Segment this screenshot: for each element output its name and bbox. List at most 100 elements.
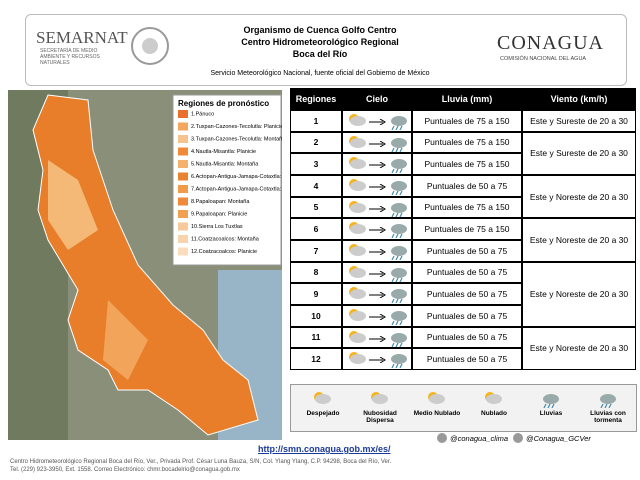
rain xyxy=(395,277,399,282)
region-cell: 4 xyxy=(291,176,341,196)
rain xyxy=(399,299,403,304)
arrow-head xyxy=(369,140,386,147)
cloud xyxy=(391,354,407,365)
rain xyxy=(395,299,399,304)
sky-icon xyxy=(349,287,366,300)
cloud xyxy=(350,202,366,213)
sky-cell xyxy=(343,262,411,283)
arrow-head xyxy=(369,335,386,342)
rain-cell: Puntuales de 75 a 150 xyxy=(413,132,521,153)
rain xyxy=(391,212,395,217)
rain xyxy=(395,212,399,217)
rain xyxy=(395,147,399,152)
legend-label: 10.Sierra Los Tuxtlas xyxy=(191,224,243,230)
subtitle: Servicio Meteorológico Nacional, fuente … xyxy=(210,70,430,77)
legend-swatch xyxy=(178,210,188,218)
rain xyxy=(543,403,547,408)
sky-icon xyxy=(391,246,407,260)
sky-legend-label: Nublado xyxy=(481,410,507,417)
rain xyxy=(391,125,395,130)
rain xyxy=(399,342,403,347)
arrow xyxy=(369,227,386,234)
legend-label: 7.Actopan-Antigua-Jamapa-Cotaxtla: Plani… xyxy=(191,186,282,192)
rain xyxy=(399,212,403,217)
rain xyxy=(551,403,555,408)
rain-cell: Puntuales de 75 a 150 xyxy=(413,197,521,218)
region-cell: 9 xyxy=(291,284,341,304)
sky-icon xyxy=(349,330,366,343)
legend-label: 8.Papaloapan: Montaña xyxy=(191,199,250,205)
legend-swatch xyxy=(178,122,188,131)
region-cell: 7 xyxy=(291,241,341,261)
sky-icon xyxy=(349,114,366,126)
cloud xyxy=(391,159,407,170)
rain xyxy=(395,342,399,347)
sky-icon xyxy=(391,137,407,152)
rain xyxy=(395,125,399,130)
arrow-head xyxy=(369,119,386,125)
sky-icon xyxy=(349,179,366,191)
region-cell: 11 xyxy=(291,327,341,348)
rain xyxy=(391,255,395,260)
sky-icon xyxy=(371,392,388,404)
cloud xyxy=(391,246,407,256)
rain-cell: Puntuales de 50 a 75 xyxy=(413,306,521,326)
table-header: Viento (km/h) xyxy=(523,89,635,109)
wind-cell: Este y Sureste de 20 a 30 xyxy=(523,111,635,131)
sky-cell xyxy=(343,241,411,261)
rain xyxy=(608,403,612,408)
social: @Conagua_GCVer xyxy=(526,434,591,443)
url[interactable]: http://smn.conagua.gob.mx/es/ xyxy=(258,444,391,454)
rain xyxy=(391,364,395,369)
rain xyxy=(399,169,403,174)
legend-title: Regiones de pronóstico xyxy=(178,99,269,108)
sky-icon xyxy=(543,394,559,408)
sky-cell xyxy=(343,111,411,131)
arrow xyxy=(369,335,386,342)
cloud xyxy=(350,354,366,365)
legend-label: 12.Coatzacoalcos: Planicie xyxy=(191,249,257,255)
rain-cell: Puntuales de 50 a 75 xyxy=(413,327,521,348)
sky-icon xyxy=(349,200,366,213)
title-line: Boca del Río xyxy=(292,49,348,59)
rain-cell: Puntuales de 50 a 75 xyxy=(413,241,521,261)
rain xyxy=(399,125,403,130)
arrow-head xyxy=(369,249,386,255)
legend-label: 6.Actopan-Antigua-Jamapa-Cotaxtla: Monta… xyxy=(191,174,282,180)
sky-icon xyxy=(349,352,366,365)
sky-icon xyxy=(391,181,407,195)
conagua: CONAGUA xyxy=(497,32,604,54)
arrow xyxy=(369,205,386,212)
rain xyxy=(399,320,403,325)
sky-icon xyxy=(391,289,407,304)
sky-icon xyxy=(485,392,502,404)
rain-cell: Puntuales de 75 a 150 xyxy=(413,111,521,131)
rain xyxy=(391,190,395,195)
rain xyxy=(399,147,403,152)
cloud xyxy=(391,224,407,235)
cloud xyxy=(350,289,366,300)
wind-cell: Este y Noreste de 20 a 30 xyxy=(523,327,635,369)
rain xyxy=(399,255,403,260)
sky-icon xyxy=(391,354,407,369)
cloud xyxy=(429,394,445,404)
region-cell: 2 xyxy=(291,132,341,153)
table-header: Lluvia (mm) xyxy=(413,89,521,109)
rain xyxy=(395,234,399,239)
rain xyxy=(391,169,395,174)
arrow xyxy=(369,119,386,125)
cloud xyxy=(391,137,407,148)
legend-label: 9.Papaloapan: Planicie xyxy=(191,211,247,217)
table-header: Regiones xyxy=(291,89,341,109)
rain-cell: Puntuales de 50 a 75 xyxy=(413,349,521,369)
sky-cell xyxy=(343,197,411,218)
title-line: Centro Hidrometeorológico Regional xyxy=(241,37,399,47)
footer: Tel. (229) 923-3950, Ext. 1558. Correo E… xyxy=(10,467,240,473)
sky-icon xyxy=(349,244,366,256)
cloud xyxy=(350,181,366,191)
sky-legend-label: Nubosidad Dispersa xyxy=(363,410,397,424)
arrow-head xyxy=(369,270,386,277)
sky-cell xyxy=(343,306,411,326)
region-cell: 6 xyxy=(291,219,341,239)
